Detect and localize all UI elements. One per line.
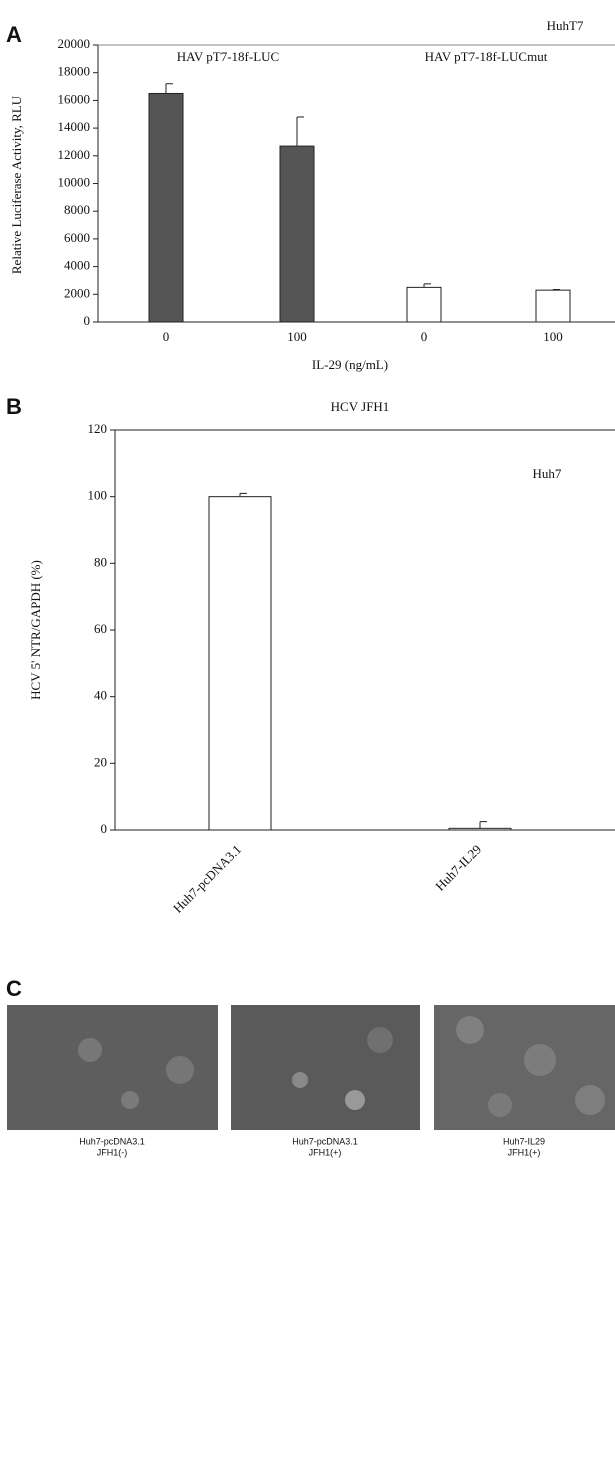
micrograph — [434, 1005, 615, 1130]
bar — [279, 145, 315, 323]
annotation: HAV pT7-18f-LUCmut — [425, 49, 548, 64]
bar — [406, 286, 442, 323]
bar — [208, 496, 272, 831]
y-tick-label: 120 — [88, 421, 108, 436]
error-bar — [165, 83, 173, 94]
y-tick-label: 14000 — [58, 119, 91, 134]
error-bar — [479, 821, 487, 829]
micrograph — [7, 1005, 218, 1130]
y-tick-label: 8000 — [64, 202, 90, 217]
micrograph — [231, 1005, 420, 1130]
image-caption: JFH1(+) — [508, 1147, 541, 1157]
y-tick-label: 2000 — [64, 285, 90, 300]
annotation: HAV pT7-18f-LUC — [177, 49, 279, 64]
y-axis-label: Relative Luciferase Activity, RLU — [9, 95, 24, 274]
x-axis-label: IL-29 (ng/mL) — [312, 357, 388, 372]
bar — [448, 827, 512, 831]
image-caption: Huh7-pcDNA3.1 — [79, 1136, 145, 1146]
y-tick-label: 6000 — [64, 230, 90, 245]
image-caption: JFH1(-) — [97, 1147, 128, 1157]
y-tick-label: 60 — [94, 621, 107, 636]
y-tick-label: 4000 — [64, 258, 90, 273]
y-tick-label: 10000 — [58, 174, 91, 189]
error-bar — [552, 288, 560, 291]
x-tick-label: Huh7-pcDNA3.1 — [170, 842, 244, 916]
x-tick-label: 100 — [287, 329, 307, 344]
y-tick-label: 12000 — [58, 147, 91, 162]
y-tick-label: 100 — [88, 488, 108, 503]
image-caption: Huh7-IL29 — [503, 1136, 545, 1146]
error-bar — [423, 283, 431, 288]
y-tick-label: 20000 — [58, 36, 91, 51]
panel-label: A — [6, 22, 22, 47]
y-tick-label: 0 — [101, 821, 108, 836]
y-tick-label: 0 — [84, 313, 91, 328]
y-axis-label: HCV 5' NTR/GAPDH (%) — [28, 560, 43, 700]
x-tick-label: 100 — [543, 329, 563, 344]
x-tick-label: Huh7-IL29 — [432, 842, 484, 894]
annotation: Huh7 — [533, 466, 562, 481]
x-tick-label: 0 — [163, 329, 170, 344]
image-caption: JFH1(+) — [309, 1147, 342, 1157]
bar — [535, 289, 571, 323]
y-tick-label: 20 — [94, 754, 107, 769]
y-tick-label: 40 — [94, 688, 107, 703]
y-tick-label: 18000 — [58, 64, 91, 79]
error-bar — [239, 492, 247, 497]
panel-label: B — [6, 394, 22, 419]
chart-title: HCV JFH1 — [331, 399, 390, 414]
panel-label: C — [6, 976, 22, 1001]
x-tick-label: 0 — [421, 329, 428, 344]
error-bar — [296, 116, 304, 147]
plot-frame — [114, 429, 615, 831]
annotation: HuhT7 — [547, 18, 584, 33]
bar — [148, 92, 184, 323]
y-tick-label: 80 — [94, 554, 107, 569]
y-tick-label: 16000 — [58, 91, 91, 106]
image-caption: Huh7-pcDNA3.1 — [292, 1136, 358, 1146]
